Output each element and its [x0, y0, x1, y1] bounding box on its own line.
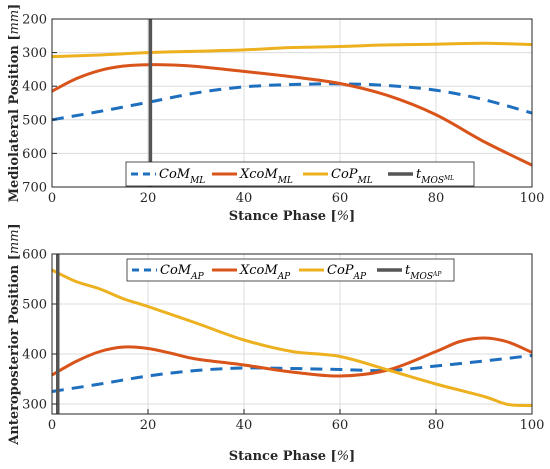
- x-tick-label: 0: [48, 191, 56, 206]
- x-tick-label: 0: [48, 418, 56, 433]
- x-tick-label: 40: [236, 418, 253, 433]
- legend-label-xcom-ml: XcoMML: [239, 167, 293, 186]
- x-tick-label: 20: [140, 191, 157, 206]
- y-tick-label: 600: [22, 147, 47, 162]
- series-line-com-ap: [51, 354, 533, 393]
- x-tick-label: 60: [332, 418, 349, 433]
- x-axis-label: Stance Phase [%]: [229, 209, 355, 224]
- legend-label-xcom-ap: XcoMAP: [239, 263, 291, 282]
- y-tick-label: 400: [22, 80, 47, 95]
- x-tick-label: 60: [332, 191, 349, 206]
- series-line-cop-ml: [51, 41, 533, 59]
- y-tick-label: 400: [22, 348, 47, 363]
- x-axis-label: Stance Phase [%]: [229, 449, 355, 464]
- series-line-cop-ap: [51, 268, 533, 408]
- x-tick-label: 40: [236, 191, 253, 206]
- x-tick-label: 100: [520, 191, 545, 206]
- x-tick-label: 100: [520, 418, 545, 433]
- y-tick-label: 300: [22, 46, 47, 61]
- legend-label-com-ml: CoMML: [159, 167, 205, 186]
- legend-label-tmos-ap: tMOSAP: [405, 263, 442, 282]
- y-axis-label: Mediolateral Position [mm]: [7, 4, 22, 203]
- y-tick-label: 200: [22, 13, 47, 28]
- x-tick-label: 80: [428, 191, 445, 206]
- y-axis-label: Anteroposterior Position [mm]: [7, 223, 22, 445]
- legend-label-cop-ap: CoPAP: [327, 263, 367, 282]
- y-tick-label: 600: [22, 248, 47, 263]
- axes-box: [51, 253, 533, 415]
- legend-label-cop-ml: CoPML: [331, 167, 373, 186]
- legend-label-com-ap: CoMAP: [160, 263, 205, 282]
- y-tick-label: 300: [22, 398, 47, 413]
- y-tick-label: 700: [22, 181, 47, 196]
- series-line-xcom-ml: [51, 63, 533, 167]
- x-tick-label: 80: [428, 418, 445, 433]
- legend-label-tmos-ml: tMOSML: [416, 167, 454, 186]
- anteroposterior-chart: 0 20 40 60 80 100 300 400 500 600 Anteroposterior…: [7, 223, 544, 464]
- mediolateral-chart: 0 20 40 60 80 100 200 300 400 500 600 700 Mediolate…: [7, 4, 544, 224]
- series-line-com-ml: [51, 82, 533, 122]
- y-tick-label: 500: [22, 113, 47, 128]
- axes-box: [51, 18, 533, 188]
- y-tick-label: 500: [22, 298, 47, 313]
- x-tick-label: 20: [140, 418, 157, 433]
- series-line-xcom-ap: [51, 336, 533, 378]
- legend: CoMML XcoMML CoPML tMOSML: [125, 161, 475, 187]
- legend: CoMAP XcoMAP CoPAP tMOSAP: [126, 258, 455, 282]
